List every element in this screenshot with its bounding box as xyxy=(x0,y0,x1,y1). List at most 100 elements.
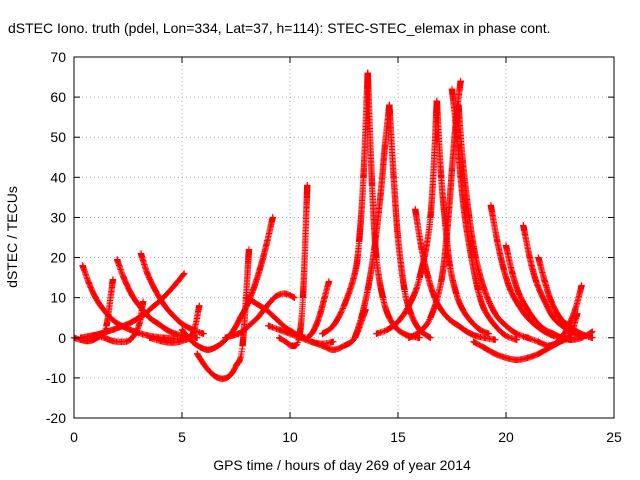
data-series-pass-09 xyxy=(193,246,253,382)
data-point xyxy=(474,286,482,293)
data-point xyxy=(269,214,276,221)
data-point xyxy=(524,334,531,341)
data-point xyxy=(520,222,527,229)
data-point xyxy=(412,206,419,213)
data-point xyxy=(243,294,250,301)
data-point xyxy=(463,328,471,335)
data-point xyxy=(157,337,164,345)
data-point xyxy=(524,354,531,362)
data-point xyxy=(101,334,108,341)
data-point xyxy=(239,342,246,349)
data-point xyxy=(416,328,423,335)
data-point xyxy=(304,334,311,341)
y-tick-label: 50 xyxy=(50,129,66,145)
data-point xyxy=(470,338,477,345)
y-tick-label: 30 xyxy=(50,209,66,225)
x-axis-label: GPS time / hours of day 269 of year 2014 xyxy=(213,457,471,473)
data-point xyxy=(250,286,257,293)
data-point xyxy=(381,142,389,149)
data-point xyxy=(502,322,510,329)
data-point xyxy=(297,334,304,341)
data-point xyxy=(535,254,542,261)
data-point xyxy=(578,282,585,289)
data-series-pass-14 xyxy=(304,278,333,341)
data-point xyxy=(589,328,596,335)
data-series-pass-05 xyxy=(92,298,147,345)
data-point xyxy=(541,326,549,333)
data-point xyxy=(364,286,371,293)
data-point xyxy=(481,286,488,293)
data-point xyxy=(427,334,434,341)
x-tick-label: 0 xyxy=(70,429,78,445)
data-point xyxy=(247,320,255,327)
data-point xyxy=(226,372,233,380)
data-point xyxy=(146,314,153,321)
data-point xyxy=(364,69,371,77)
data-point xyxy=(379,294,387,301)
data-point xyxy=(161,302,168,309)
data-point xyxy=(541,298,549,305)
data-point xyxy=(196,302,203,309)
data-point xyxy=(535,350,542,358)
data-point xyxy=(256,266,263,273)
data-point xyxy=(263,306,270,313)
data-point xyxy=(485,330,492,337)
data-point xyxy=(492,350,499,358)
data-point xyxy=(507,286,514,293)
data-point xyxy=(416,274,423,281)
data-point xyxy=(241,326,248,333)
data-point xyxy=(457,77,464,85)
data-point xyxy=(355,238,363,245)
data-point xyxy=(427,214,434,221)
chart-title: dSTEC Iono. truth (pdel, Lon=334, Lat=37… xyxy=(8,20,551,36)
data-point xyxy=(193,334,201,341)
data-point xyxy=(325,278,333,285)
data-point xyxy=(152,288,160,295)
data-point xyxy=(178,320,186,327)
data-point xyxy=(250,298,257,305)
y-tick-label: 70 xyxy=(50,49,66,65)
data-point xyxy=(571,306,579,313)
data-point xyxy=(193,350,201,358)
y-tick-label: -10 xyxy=(46,370,66,386)
data-point xyxy=(502,332,510,339)
data-point xyxy=(433,97,441,105)
data-point xyxy=(541,278,549,285)
data-point xyxy=(191,340,199,347)
data-point xyxy=(304,182,311,189)
x-tick-label: 25 xyxy=(606,429,622,445)
x-tick-label: 5 xyxy=(178,429,186,445)
data-point xyxy=(360,174,367,181)
data-point xyxy=(368,182,376,189)
data-point xyxy=(556,334,564,341)
data-point xyxy=(109,276,117,283)
data-series-pass-20 xyxy=(373,97,441,337)
data-point xyxy=(526,254,533,261)
data-point xyxy=(109,326,117,333)
data-point xyxy=(92,294,99,301)
data-point xyxy=(351,334,358,341)
data-point xyxy=(515,290,523,297)
y-tick-label: 60 xyxy=(50,89,66,105)
data-point xyxy=(556,314,564,321)
data-point xyxy=(163,326,171,333)
data-point xyxy=(178,337,186,345)
data-point xyxy=(114,256,121,263)
data-layer xyxy=(70,69,596,382)
data-point xyxy=(139,298,147,305)
data-point xyxy=(206,368,214,376)
data-point xyxy=(126,326,134,333)
data-point xyxy=(98,304,106,311)
data-point xyxy=(524,306,531,313)
data-point xyxy=(502,354,510,362)
data-point xyxy=(340,342,348,349)
data-point xyxy=(401,286,408,293)
data-point xyxy=(126,336,134,343)
data-point xyxy=(137,250,145,257)
data-point xyxy=(282,290,289,297)
data-point xyxy=(269,312,276,319)
data-trail xyxy=(193,246,253,382)
data-point xyxy=(390,174,397,181)
data-point xyxy=(286,330,294,337)
